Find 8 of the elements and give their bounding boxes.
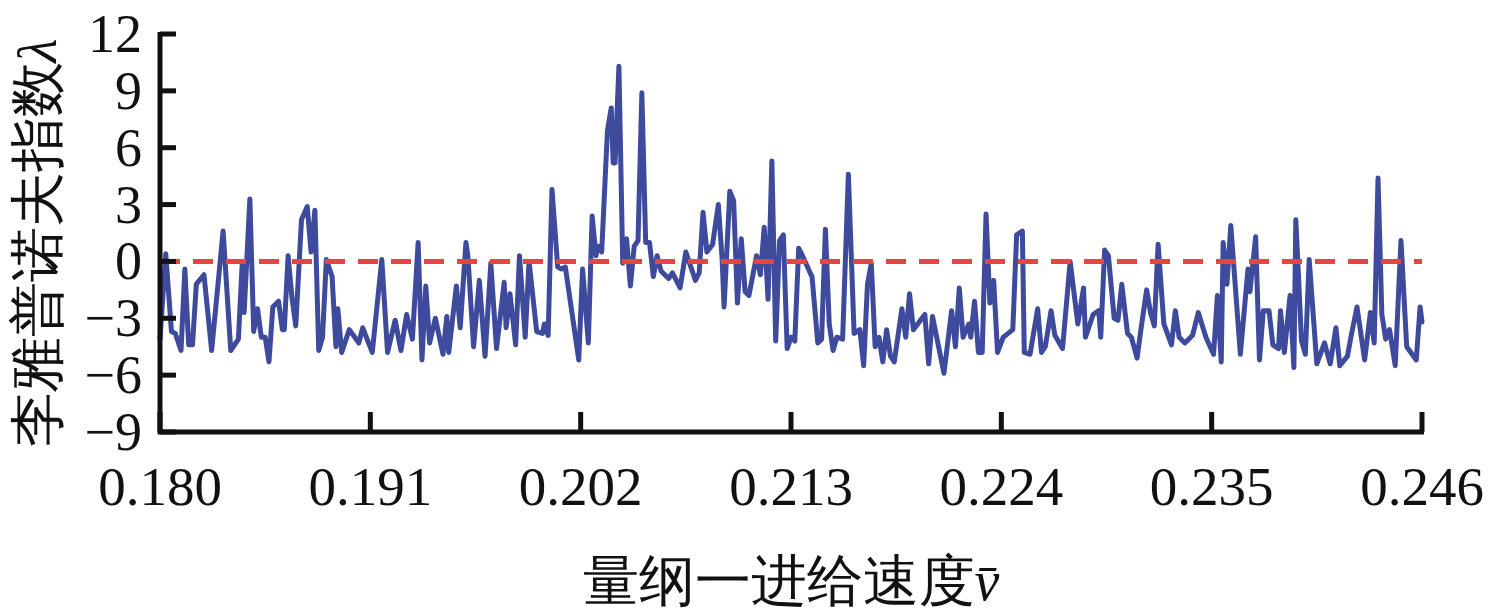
xtick-label: 0.213 [729,456,853,517]
xtick-label: 0.246 [1360,456,1484,517]
xtick-label: 0.224 [939,456,1064,517]
xtick-label: 0.202 [518,456,643,517]
ylabel: 李雅普诺夫指数λ [7,38,68,448]
xlabel: 量纲一进给速度v̄ [582,550,1000,612]
xtick-label: 0.235 [1149,456,1274,517]
xtick-label: 0.191 [308,456,433,517]
